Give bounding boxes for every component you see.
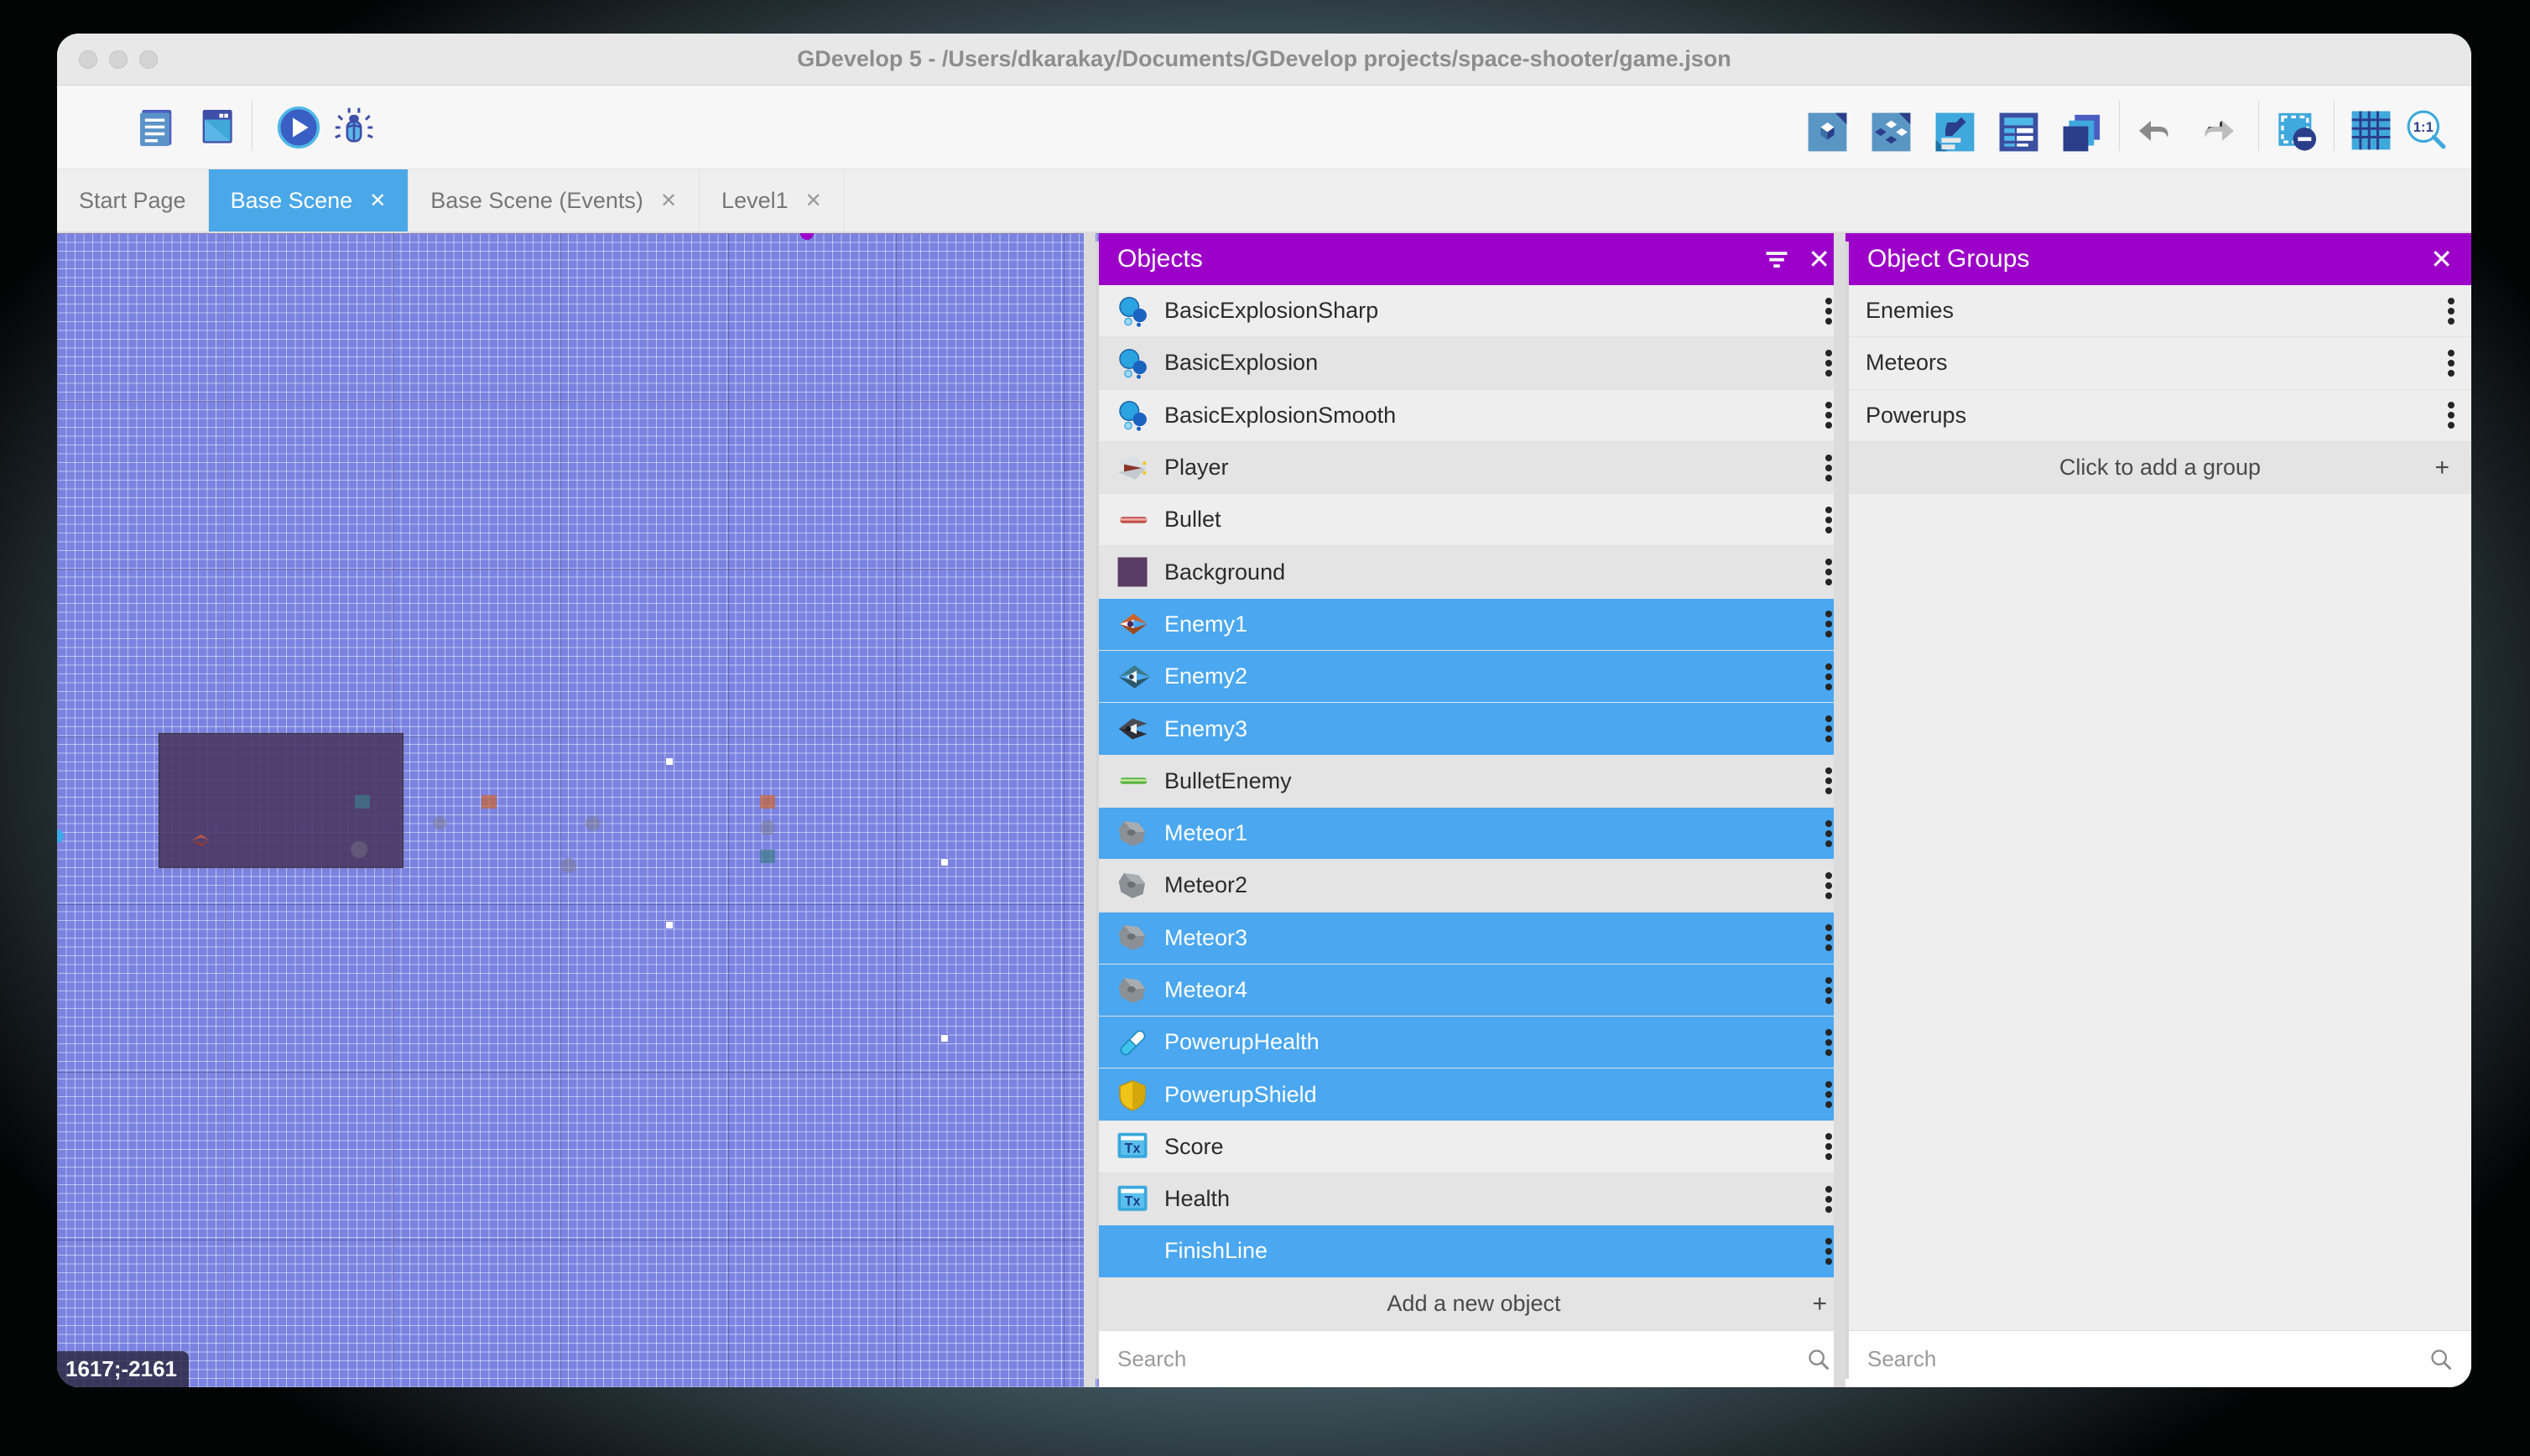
svg-text:1:1: 1:1 (2413, 119, 2434, 135)
